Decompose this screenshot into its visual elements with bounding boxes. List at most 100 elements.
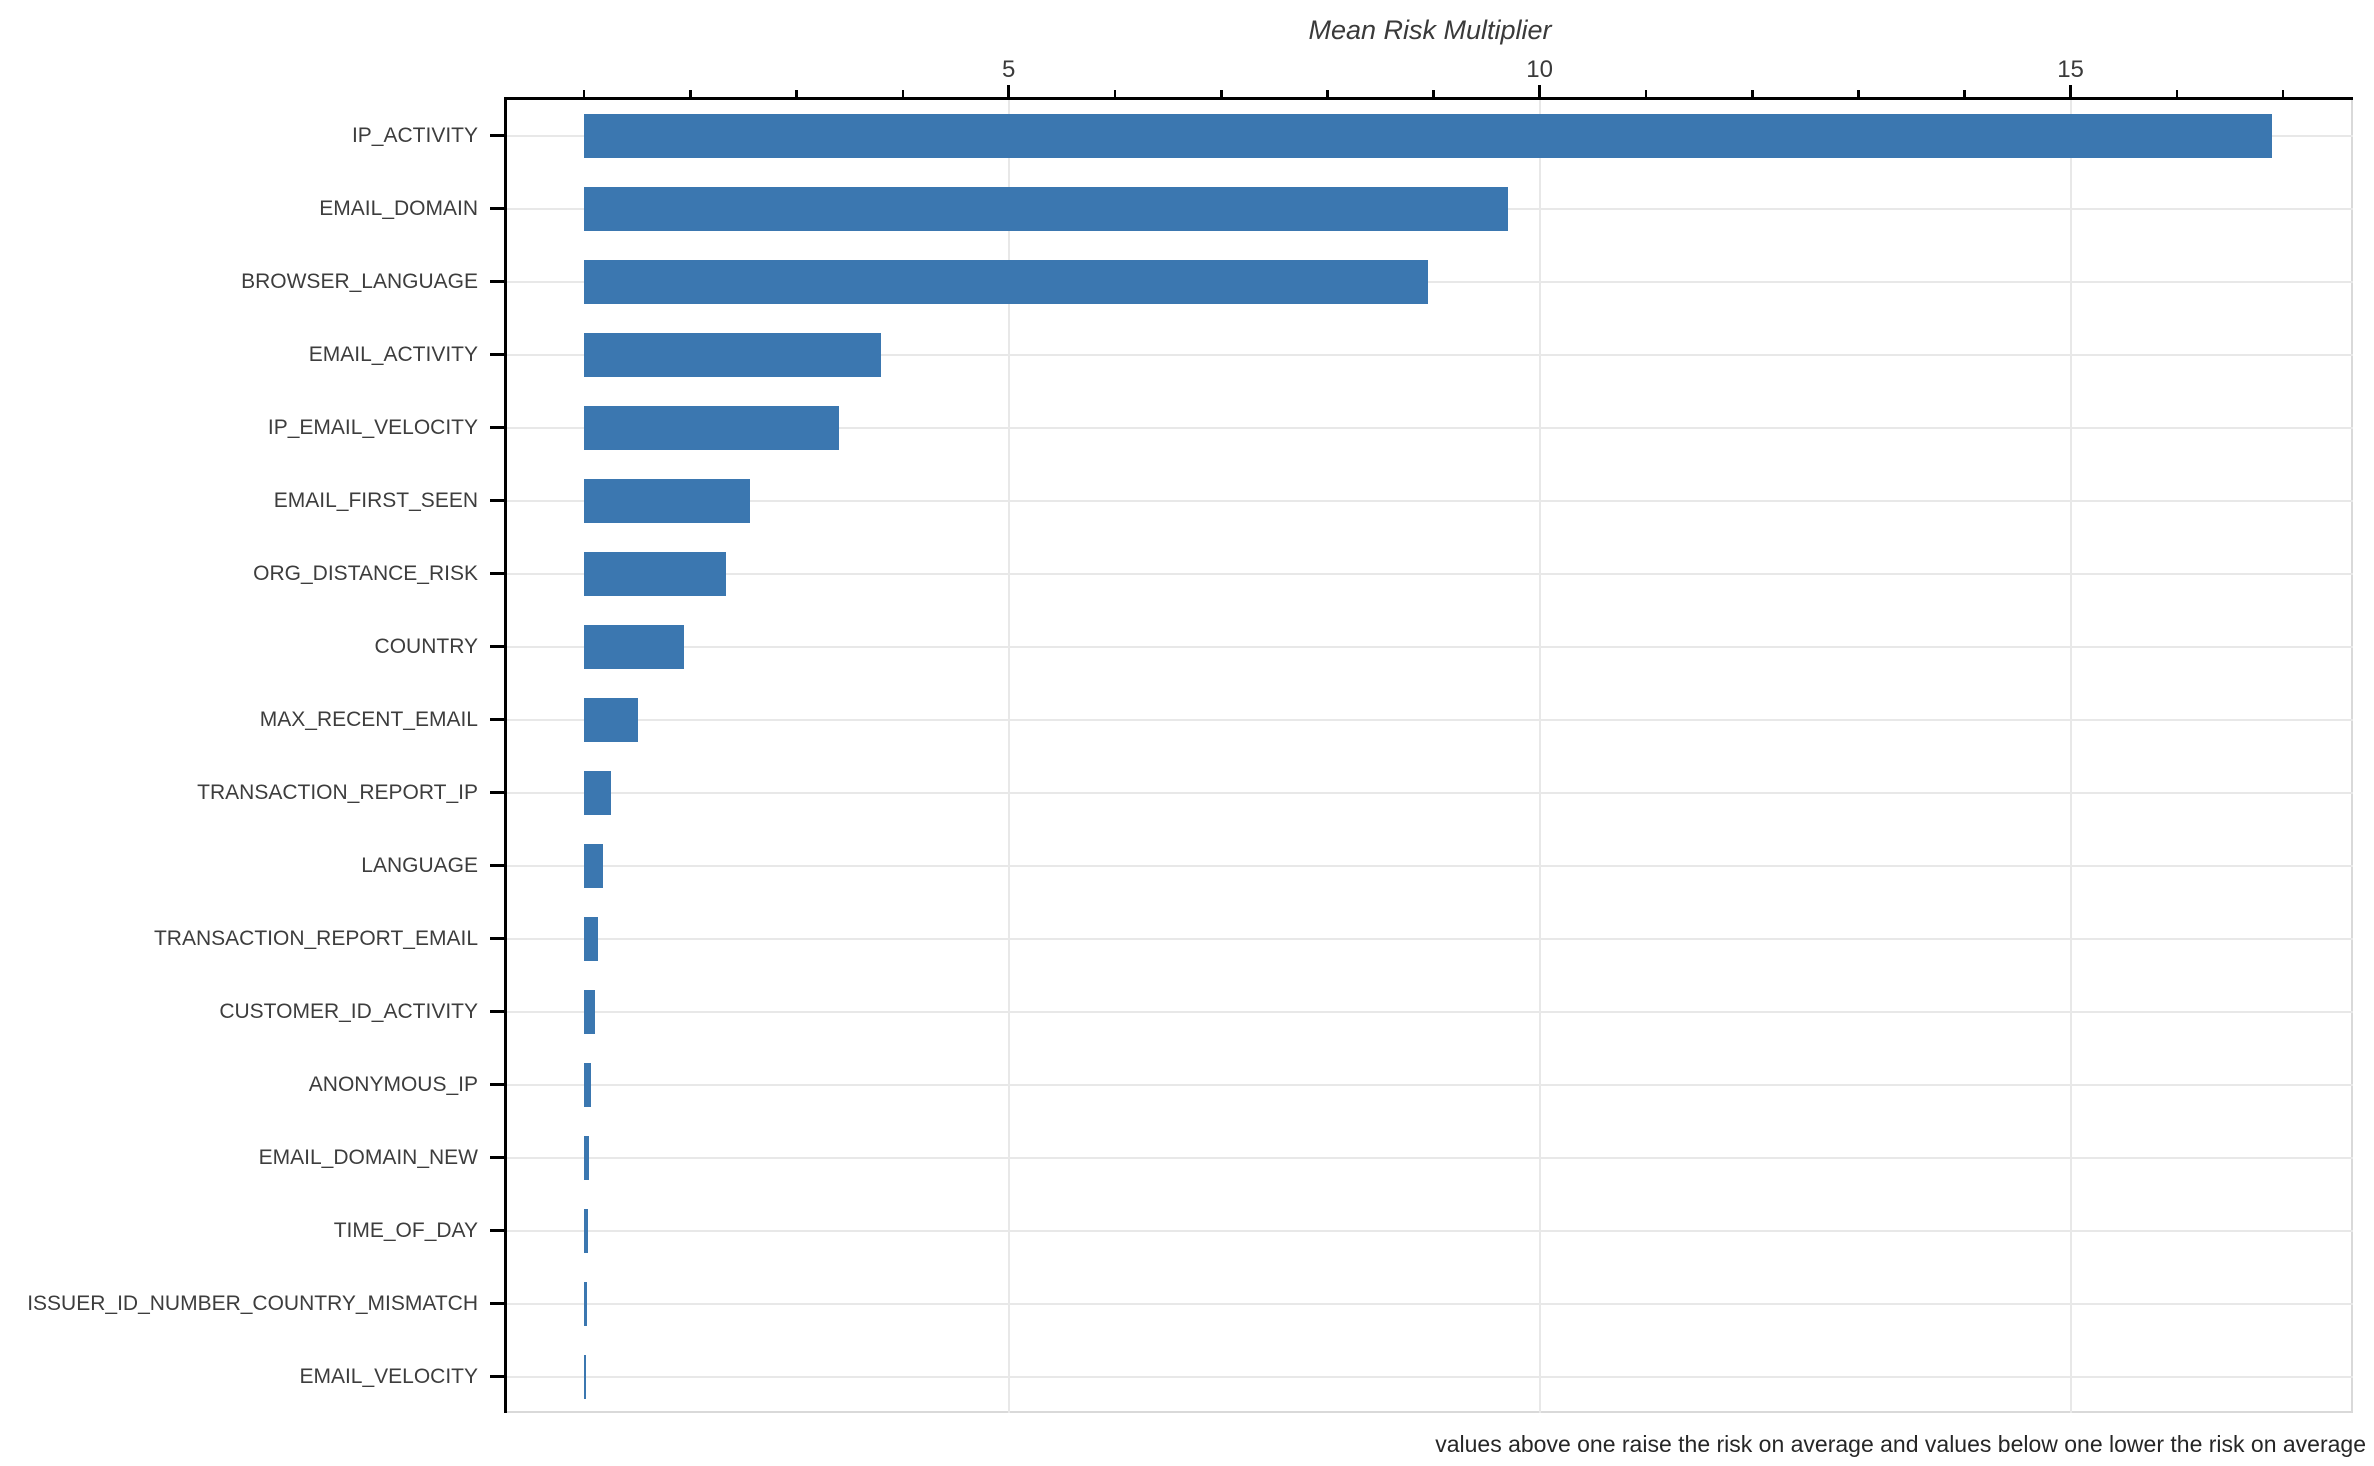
x-minor-tick	[1220, 90, 1223, 100]
x-tick-label: 5	[1002, 56, 1016, 83]
x-minor-tick	[689, 90, 692, 100]
horizontal-gridline	[507, 864, 2353, 867]
y-axis-label: EMAIL_DOMAIN_NEW	[258, 1145, 478, 1169]
y-tick	[490, 718, 504, 722]
horizontal-gridline	[507, 1010, 2353, 1013]
y-tick	[490, 790, 504, 794]
bar-ip_activity	[583, 114, 2273, 159]
bar-language	[583, 843, 604, 888]
bar-email_domain_new	[583, 1135, 590, 1180]
y-tick	[490, 863, 504, 867]
y-tick	[490, 134, 504, 138]
x-tick-label: 15	[2057, 56, 2084, 83]
bar-country	[583, 625, 684, 670]
x-minor-tick	[2175, 90, 2179, 100]
horizontal-gridline	[507, 1156, 2353, 1159]
plot-area	[504, 97, 2353, 1413]
y-tick	[490, 207, 504, 211]
left-spine	[504, 97, 507, 1413]
vertical-gridline	[1538, 100, 1541, 1413]
x-minor-tick	[1751, 90, 1754, 100]
bar-issuer_id_number_country_mismatch	[583, 1281, 588, 1326]
horizontal-gridline	[507, 937, 2353, 940]
bar-email_domain	[583, 187, 1508, 232]
y-axis-label: ORG_DISTANCE_RISK	[253, 562, 478, 586]
y-axis-label: ISSUER_ID_NUMBER_COUNTRY_MISMATCH	[27, 1291, 478, 1315]
horizontal-gridline	[507, 500, 2353, 503]
horizontal-gridline	[507, 646, 2353, 649]
bar-anonymous_ip	[583, 1062, 592, 1107]
bar-org_distance_risk	[583, 552, 727, 597]
y-axis-label: EMAIL_VELOCITY	[299, 1364, 478, 1388]
bar-email_activity	[583, 333, 882, 378]
vertical-gridline	[1007, 100, 1010, 1413]
y-tick	[490, 1228, 504, 1232]
right-spine	[2351, 100, 2353, 1413]
bar-transaction_report_ip	[583, 770, 611, 815]
horizontal-gridline	[507, 1302, 2353, 1305]
x-minor-tick	[901, 90, 905, 100]
x-major-tick	[1538, 85, 1542, 100]
y-tick	[490, 280, 504, 284]
bar-transaction_report_email	[583, 916, 598, 961]
vertical-gridline	[2069, 100, 2072, 1413]
x-minor-tick	[1857, 90, 1860, 100]
horizontal-gridline	[507, 791, 2353, 794]
x-minor-tick	[1113, 90, 1117, 100]
y-tick	[490, 645, 504, 649]
bar-ip_email_velocity	[583, 406, 839, 451]
y-tick	[490, 1082, 504, 1086]
bar-customer_id_activity	[583, 989, 595, 1034]
y-axis-label: MAX_RECENT_EMAIL	[259, 708, 478, 732]
y-axis-label: EMAIL_FIRST_SEEN	[273, 489, 478, 513]
x-major-tick	[1007, 85, 1011, 100]
bar-browser_language	[583, 260, 1429, 305]
y-tick	[490, 1301, 504, 1305]
bar-time_of_day	[583, 1208, 589, 1253]
y-axis-label: LANGUAGE	[361, 853, 478, 877]
x-minor-tick	[795, 90, 798, 100]
bar-email_first_seen	[583, 479, 750, 524]
horizontal-gridline	[507, 573, 2353, 576]
y-axis-label: TRANSACTION_REPORT_IP	[197, 780, 478, 804]
y-tick	[490, 1374, 504, 1378]
x-major-tick	[2069, 85, 2073, 100]
y-axis-label: TIME_OF_DAY	[333, 1218, 478, 1242]
x-minor-tick	[2281, 90, 2285, 100]
horizontal-gridline	[507, 354, 2353, 357]
y-tick	[490, 1009, 504, 1013]
horizontal-gridline	[507, 427, 2353, 430]
y-tick	[490, 499, 504, 503]
y-tick	[490, 936, 504, 940]
x-minor-tick	[1963, 90, 1966, 100]
y-tick	[490, 1155, 504, 1159]
horizontal-gridline	[507, 281, 2353, 284]
y-axis-label: IP_EMAIL_VELOCITY	[267, 416, 478, 440]
y-tick	[490, 353, 504, 357]
bar-max_recent_email	[583, 698, 639, 743]
y-axis-label: EMAIL_DOMAIN	[319, 197, 478, 221]
x-minor-tick	[1644, 90, 1648, 100]
y-tick	[490, 572, 504, 576]
y-axis-label: TRANSACTION_REPORT_EMAIL	[153, 926, 478, 950]
bar-email_velocity	[583, 1354, 587, 1399]
y-axis-label: EMAIL_ACTIVITY	[308, 343, 478, 367]
y-axis-label: COUNTRY	[374, 635, 478, 659]
y-axis-label: IP_ACTIVITY	[351, 124, 478, 148]
bottom-spine	[507, 1411, 2353, 1413]
y-tick	[490, 426, 504, 430]
horizontal-gridline	[507, 1375, 2353, 1378]
horizontal-gridline	[507, 1083, 2353, 1086]
y-axis-label: CUSTOMER_ID_ACTIVITY	[219, 999, 478, 1023]
x-tick-label: 10	[1526, 56, 1553, 83]
chart-title: Mean Risk Multiplier	[1308, 15, 1552, 45]
x-minor-tick	[582, 90, 586, 100]
y-axis-label: BROWSER_LANGUAGE	[241, 270, 478, 294]
horizontal-gridline	[507, 719, 2353, 722]
footnote: values above one raise the risk on avera…	[1435, 1431, 2366, 1457]
x-minor-tick	[1432, 90, 1435, 100]
top-spine	[504, 97, 2353, 100]
x-minor-tick	[1326, 90, 1329, 100]
horizontal-gridline	[507, 1229, 2353, 1232]
y-axis-label: ANONYMOUS_IP	[308, 1072, 478, 1096]
